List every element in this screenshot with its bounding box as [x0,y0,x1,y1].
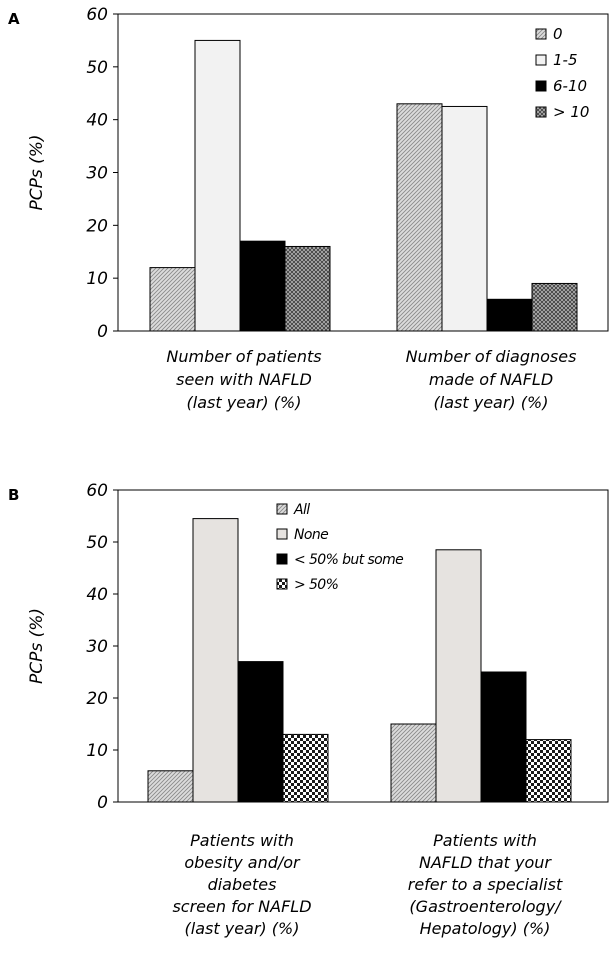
bar [147,770,194,803]
category-label: made of NAFLD [429,370,553,389]
panel-label: B [8,486,19,504]
y-tick-label: 30 [86,637,108,657]
y-tick-label: 60 [86,481,108,501]
panel-a: A 0 10 20 30 40 50 60 PCPs (%) Number of patients… [8,5,609,412]
category-label: obesity and/or [184,853,301,872]
y-tick-label: 0 [97,793,108,813]
legend-label: 1-5 [553,51,578,69]
category-label: (Gastroenterology/ [409,897,562,916]
bar [486,298,533,332]
bar [390,723,437,803]
bar [282,733,329,803]
bar [480,671,527,803]
legend-swatch [535,28,547,40]
bar [284,245,331,332]
legend-label: None [294,527,328,543]
legend-label: All [293,502,310,518]
category-label: Patients with [433,831,537,850]
panel-b: B 0 10 20 30 40 50 60 PCPs (%) Patients with obesi… [8,481,609,938]
y-axis-label: PCPs (%) [27,134,47,210]
category-label: NAFLD that your [419,853,552,872]
y-tick-label: 60 [86,5,108,25]
y-tick-label: 20 [86,216,108,236]
y-axis-label: PCPs (%) [27,608,47,684]
category-label: (last year) (%) [187,393,302,412]
legend-swatch [276,578,288,590]
bar [192,518,239,803]
legend-label: > 50% [294,577,339,593]
bar [441,105,488,332]
y-tick-label: 20 [86,689,108,709]
bar [435,549,482,803]
bar [525,739,572,803]
legend-label: 0 [553,25,563,43]
y-tick-label: 50 [86,533,108,553]
bar [237,661,284,803]
category-label: refer to a specialist [408,875,563,894]
legend-label: < 50% but some [294,552,403,568]
legend-label: > 10 [553,103,589,121]
category-label: Hepatology) (%) [420,919,551,938]
category-label: Number of patients [166,347,321,366]
legend-swatch [276,553,288,565]
category-label: Patients with [190,831,294,850]
y-tick-label: 50 [86,58,108,78]
y-tick-label: 40 [86,585,108,605]
category-label: diabetes [208,875,277,894]
category-label: Number of diagnoses [406,347,577,366]
y-tick-label: 40 [86,111,108,131]
legend-swatch [276,503,288,515]
y-tick-label: 0 [97,322,108,342]
bar [194,39,241,332]
legend-label: 6-10 [553,77,587,95]
legend-swatch [535,106,547,118]
legend-swatch [276,528,288,540]
bar [149,267,196,332]
legend-swatch [535,54,547,66]
bar [531,282,578,332]
category-label: (last year) (%) [185,919,300,938]
panel-label: A [8,10,20,28]
category-label: (last year) (%) [434,393,549,412]
y-tick-label: 10 [86,269,108,289]
category-label: seen with NAFLD [176,370,312,389]
y-tick-label: 30 [86,164,108,184]
category-label: screen for NAFLD [172,897,311,916]
y-tick-label: 10 [86,741,108,761]
bar [239,240,286,332]
bar [396,103,443,332]
legend-swatch [535,80,547,92]
